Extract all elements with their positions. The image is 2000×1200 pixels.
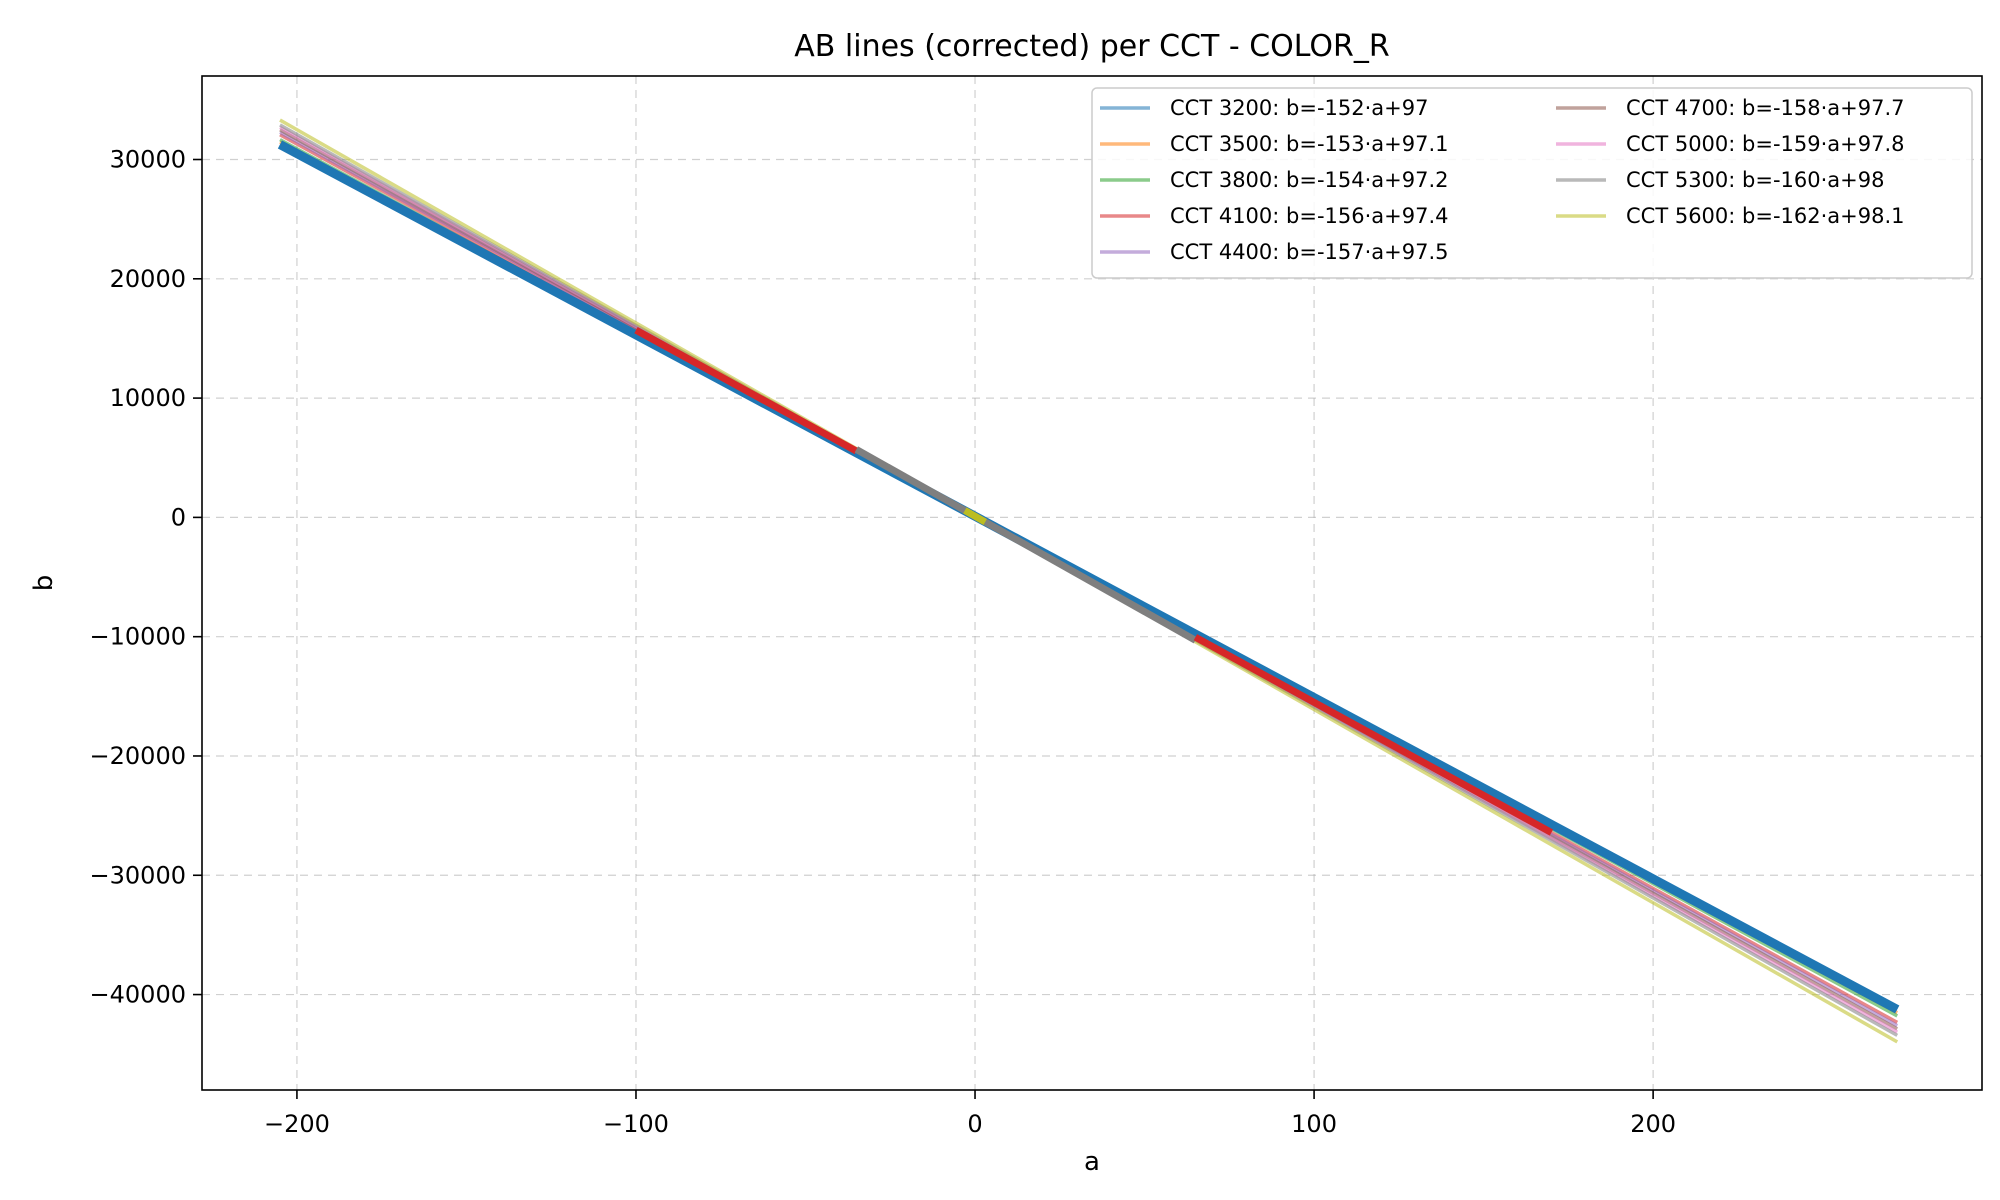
x-tick-label: 0	[967, 1110, 982, 1138]
y-axis-label: b	[29, 575, 59, 592]
legend-box	[1091, 87, 1973, 279]
x-tick-label: −100	[603, 1110, 669, 1138]
y-tick-label: 0	[171, 503, 186, 531]
legend-label-6: CCT 5000: b=-159·a+97.8	[1626, 132, 1905, 156]
legend-label-1: CCT 3500: b=-153·a+97.1	[1170, 132, 1449, 156]
legend: CCT 3200: b=-152·a+97 CCT 3500: b=-153·a+…	[1091, 87, 1973, 279]
y-tick-label: −40000	[90, 981, 186, 1009]
y-tick-label: −20000	[90, 742, 186, 770]
x-tick-label: 200	[1630, 1110, 1676, 1138]
highlight-segments	[277, 140, 1900, 1014]
legend-label-3: CCT 4100: b=-156·a+97.4	[1170, 204, 1449, 228]
y-axis-ticks: 30000 20000 10000 0 −10000 −20000 −30000 −40000	[90, 146, 202, 1009]
legend-label-7: CCT 5300: b=-160·a+98	[1626, 168, 1884, 192]
x-axis-label: a	[1084, 1147, 1100, 1177]
x-axis-ticks: −200 −100 0 100 200	[264, 1090, 1676, 1138]
legend-label-8: CCT 5600: b=-162·a+98.1	[1626, 204, 1905, 228]
plot-frame	[201, 75, 1983, 1091]
highlight-segment-3	[1193, 634, 1554, 836]
legend-label-2: CCT 3800: b=-154·a+97.2	[1170, 168, 1449, 192]
highlight-segment-4	[963, 507, 987, 526]
x-tick-label: −200	[264, 1110, 330, 1138]
x-tick-label: 100	[1291, 1110, 1337, 1138]
highlight-segment-1	[634, 327, 859, 455]
highlight-segment-2	[854, 446, 1198, 644]
legend-label-0: CCT 3200: b=-152·a+97	[1170, 96, 1428, 120]
y-tick-label: 10000	[110, 384, 186, 412]
legend-label-5: CCT 4700: b=-158·a+97.7	[1626, 96, 1905, 120]
y-tick-label: −30000	[90, 861, 186, 889]
legend-label-4: CCT 4400: b=-157·a+97.5	[1170, 240, 1449, 264]
y-tick-label: 30000	[110, 146, 186, 174]
y-tick-label: −10000	[90, 623, 186, 651]
y-tick-label: 20000	[110, 265, 186, 293]
chart-title: AB lines (corrected) per CCT - COLOR_R	[794, 29, 1389, 64]
